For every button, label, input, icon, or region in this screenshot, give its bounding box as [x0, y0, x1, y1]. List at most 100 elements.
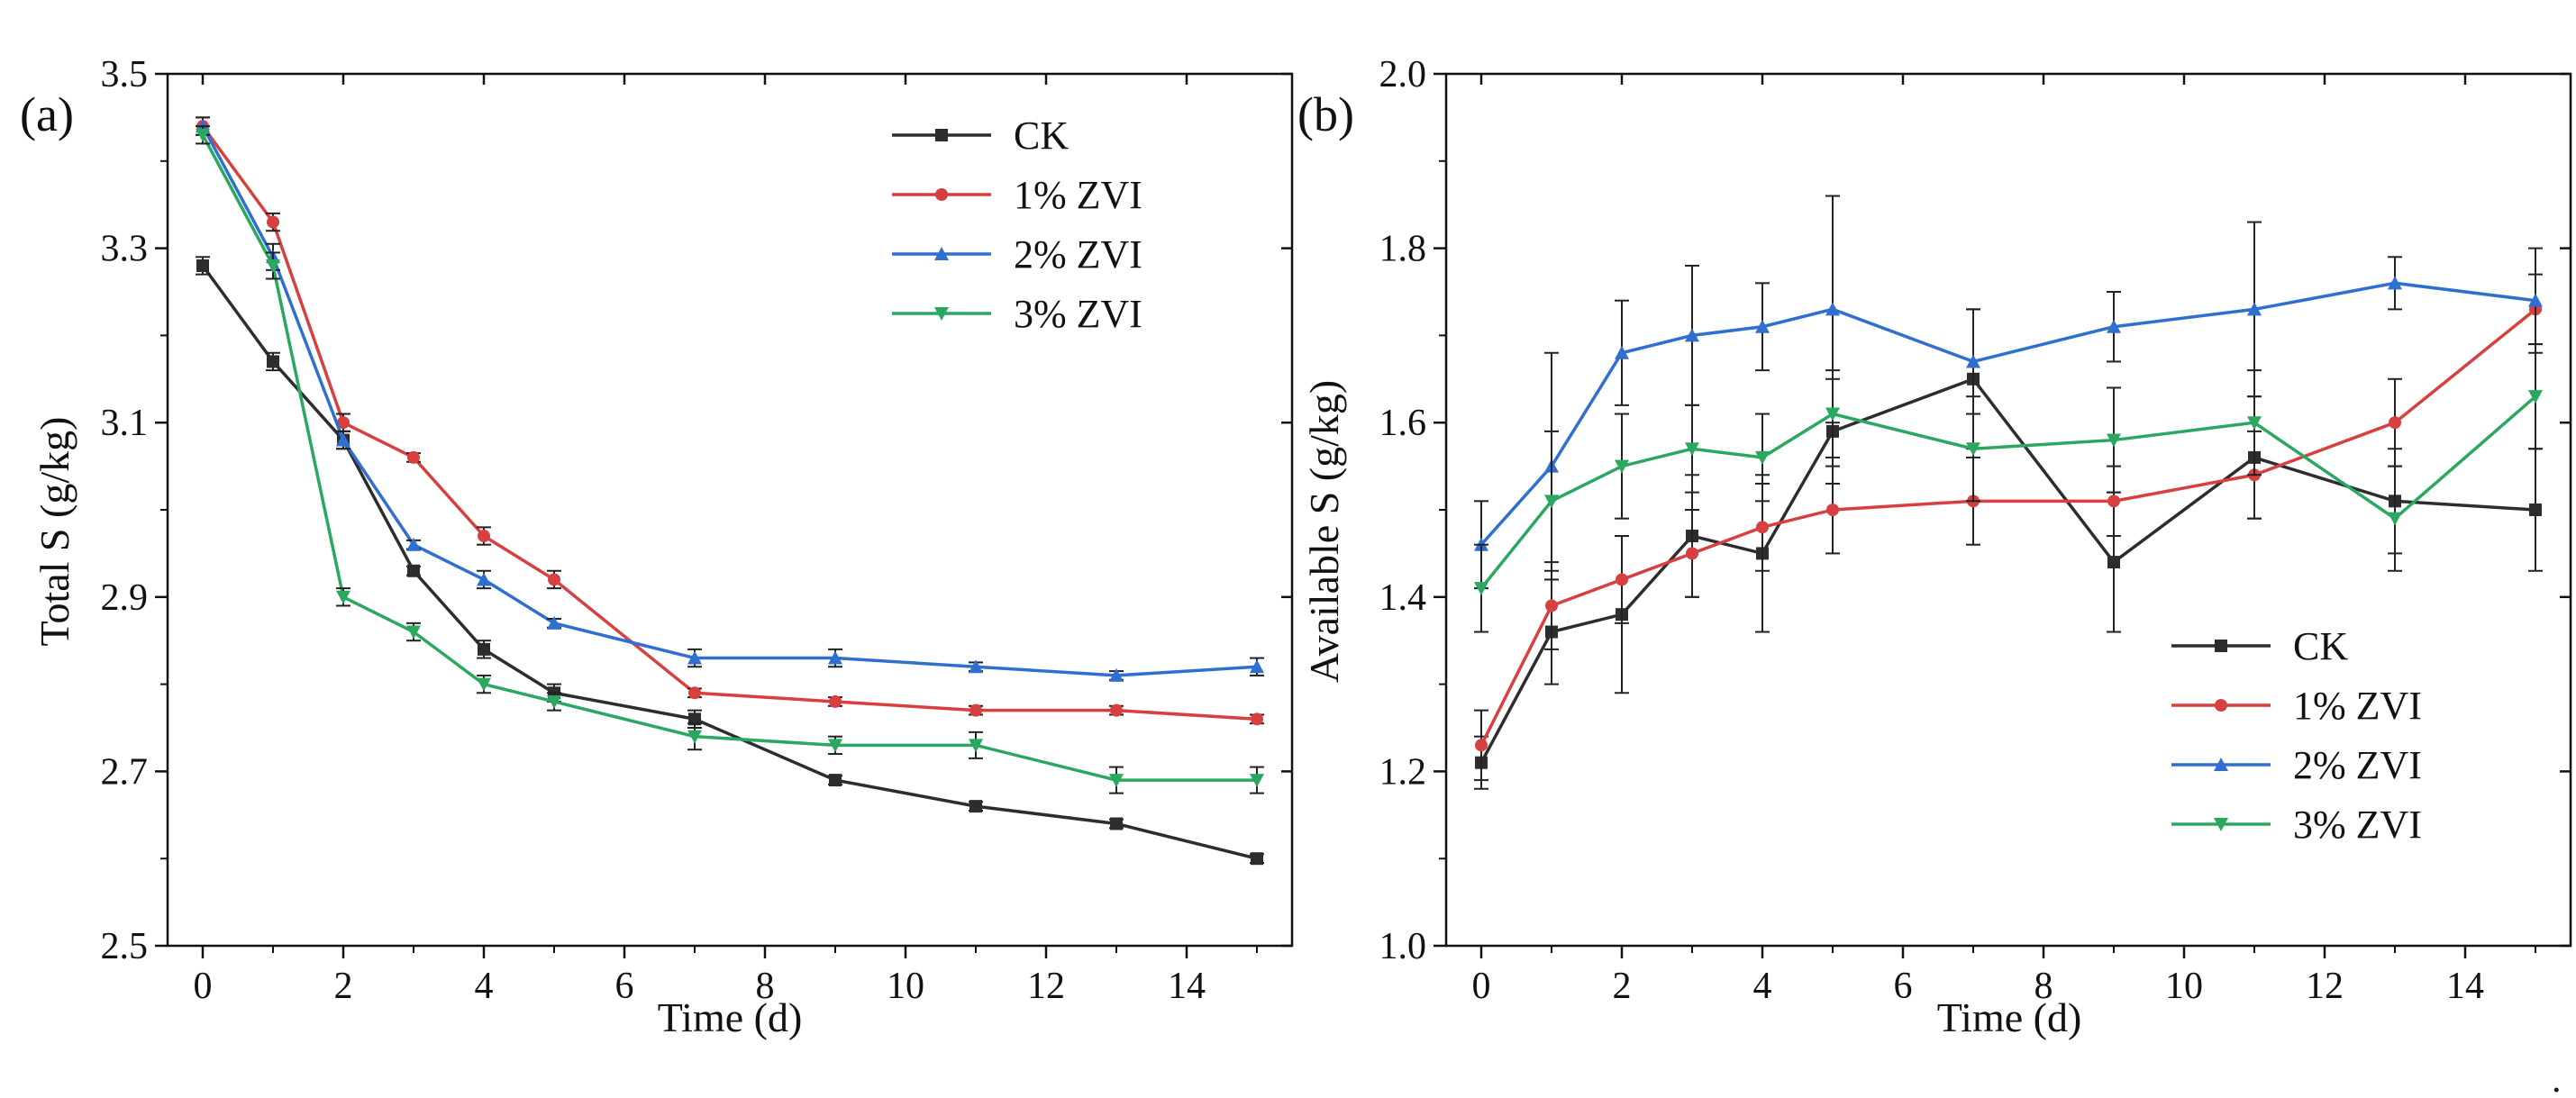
panel-a-legend-marker [935, 188, 948, 201]
panel-a-x-tick-label: 6 [615, 966, 634, 1007]
panel-a-data-point [196, 128, 210, 142]
panel-a-data-point [407, 564, 420, 577]
panel-a-data-point [1251, 852, 1263, 866]
panel-b-data-point [1755, 450, 1770, 465]
panel-a-x-tick-label: 12 [1027, 966, 1065, 1007]
panel-a-data-point [1110, 817, 1123, 830]
panel-a-y-axis-label: Total S (g/kg) [32, 417, 77, 647]
panel-a-x-tick-label: 10 [887, 966, 924, 1007]
panel-b-y-tick-label: 1.6 [1379, 403, 1427, 444]
panel-b-data-point [1685, 442, 1699, 457]
panel-b-y-axis-label: Available S (g/kg) [1301, 380, 1347, 683]
panel-a-data-point [1251, 712, 1263, 726]
panel-a-x-tick-label: 2 [334, 966, 353, 1007]
panel-b-x-tick-label: 2 [1613, 966, 1632, 1007]
panel-b-legend-label: 3% ZVI [2293, 803, 2422, 847]
panel-b-data-point [2388, 512, 2402, 526]
panel-a-x-axis-label: Time (d) [658, 994, 803, 1040]
panel-a-data-point [1250, 659, 1264, 674]
panel-b-data-point [1615, 345, 1629, 359]
panel-a-data-point [687, 730, 702, 744]
panel-b-data-point [1686, 547, 1698, 560]
panel-b-data-point [1825, 407, 1840, 422]
panel-a-data-point [266, 259, 280, 273]
panel-a-legend-marker [935, 129, 948, 141]
panel-b-legend: CK 1% ZVI 2% ZVI 3% ZVI [2171, 624, 2422, 847]
panel-b-data-point [2529, 504, 2542, 516]
panel-a-legend-label: 3% ZVI [1014, 292, 1142, 336]
panel-b-y-tick-label: 1.2 [1379, 751, 1427, 793]
panel-a-data-point [548, 573, 560, 586]
panel-b-x-tick-label: 6 [1894, 966, 1913, 1007]
panel-a-data-point [969, 800, 982, 813]
panel-a-data-point [337, 416, 350, 430]
panel-b-data-point [1966, 442, 1980, 457]
panel-b-legend-marker [2214, 818, 2228, 831]
panel-b-legend-marker [2215, 699, 2227, 712]
panel-b-data-point [2388, 276, 2402, 290]
panel-b-data-point [1544, 495, 1559, 509]
panel-a-data-point [1110, 703, 1123, 717]
panel-a-data-point [196, 259, 209, 272]
panel-a-series-3-zvi [196, 125, 1264, 794]
panel-b-data-point [2107, 495, 2120, 508]
panel-a-legend-marker [934, 247, 949, 260]
panel-a-y-tick-label: 2.9 [101, 577, 149, 619]
panel-b-x-tick-label: 14 [2446, 966, 2484, 1007]
panel-b-legend-label: CK [2293, 624, 2348, 668]
panel-a-legend-label: 1% ZVI [1014, 173, 1142, 217]
panel-a: (a) Time (d) Total S (g/kg) 0 2 4 6 8 10 12 14 2… [20, 54, 1294, 1040]
panel-b-label: (b) [1297, 87, 1354, 141]
panel-a-y-tick-label: 2.5 [101, 926, 149, 967]
panel-a-legend: CK 1% ZVI 2% ZVI 3% ZVI [892, 113, 1142, 336]
panel-b-data-point [2107, 556, 2120, 569]
panel-b-data-point [1826, 504, 1839, 516]
panel-a-data-point [969, 703, 982, 717]
panel-b-data-point [1825, 302, 1840, 316]
panel-a-data-point [969, 739, 983, 753]
panel-b-data-point [1755, 319, 1770, 333]
panel-a-x-tick-label: 14 [1168, 966, 1206, 1007]
panel-b-data-point [1966, 354, 1980, 368]
panel-a-data-point [1109, 774, 1124, 788]
panel-b-data-point [1475, 739, 1488, 752]
panel-b-data-point [2247, 416, 2262, 431]
panel-a-data-point [406, 625, 421, 640]
panel-b-legend-label: 1% ZVI [2293, 684, 2422, 728]
panel-a-data-point [688, 686, 701, 700]
panel-b-x-tick-label: 12 [2306, 966, 2344, 1007]
panel-a-data-point [969, 659, 983, 674]
panel-a-y-tick-label: 2.7 [101, 751, 149, 793]
panel-a-data-point [336, 432, 350, 447]
panel-a-data-point [477, 572, 491, 586]
panel-b-data-point [2389, 416, 2401, 430]
panel-a-data-point [1109, 667, 1124, 682]
panel-a-legend-marker [934, 307, 949, 321]
panel-b-y-tick-label: 1.8 [1379, 229, 1427, 270]
panel-b-data-point [2247, 302, 2262, 316]
panel-a-data-point [267, 215, 279, 229]
panel-b-data-point [1685, 328, 1699, 342]
panel-b-x-axis-label: Time (d) [1937, 994, 2082, 1040]
panel-b-x-tick-label: 10 [2165, 966, 2203, 1007]
trailing-dot: . [2552, 1059, 2562, 1098]
panel-b-data-point [2107, 319, 2121, 333]
panel-b-x-tick-label: 0 [1472, 966, 1491, 1007]
panel-a-y-tick-label: 3.3 [101, 229, 149, 270]
panel-a-x-tick-label: 8 [756, 966, 775, 1007]
panel-a-data-point [547, 694, 561, 709]
panel-b-data-point [1615, 459, 1629, 474]
panel-a-data-point [828, 739, 842, 753]
panel-a-legend-label: 2% ZVI [1014, 232, 1142, 277]
panel-a-data-point [478, 642, 490, 656]
panel-b-data-point [2528, 390, 2543, 404]
panel-b: (b) Time (d) Available S (g/kg) 0 2 4 6 8 10 1… [1297, 54, 2572, 1040]
panel-a-data-point [829, 694, 842, 708]
panel-a-data-point [1250, 774, 1264, 788]
panel-a-data-point [478, 530, 490, 543]
panel-a-data-point [828, 650, 842, 665]
panel-a-data-point [829, 774, 842, 787]
panel-b-series-3-zvi [1474, 343, 2543, 633]
